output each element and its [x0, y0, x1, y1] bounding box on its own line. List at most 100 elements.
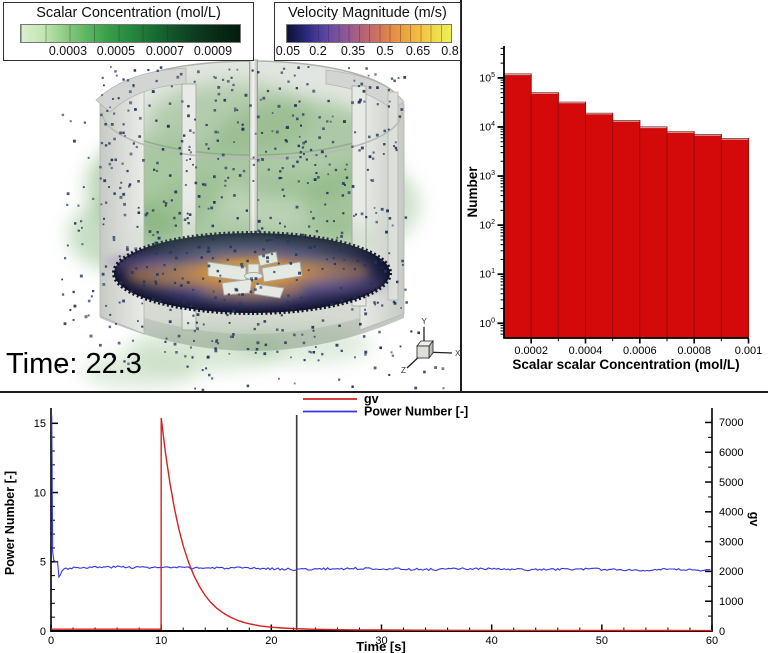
particle: [132, 142, 135, 145]
particle: [364, 353, 367, 356]
particle: [238, 174, 242, 177]
particle: [145, 266, 148, 269]
particle: [207, 147, 210, 150]
histogram-y-axis-title: Number: [465, 166, 480, 218]
particle: [393, 145, 395, 147]
particle: [372, 151, 375, 154]
histogram-bar: [666, 131, 695, 339]
particle: [185, 170, 188, 173]
particle: [246, 259, 249, 263]
particle: [318, 116, 321, 119]
particle: [375, 220, 378, 224]
particle: [156, 231, 159, 234]
particle: [126, 169, 129, 173]
particle: [173, 342, 177, 346]
particle: [360, 212, 364, 216]
particle: [312, 217, 315, 220]
particle: [331, 115, 334, 118]
particle: [359, 322, 362, 326]
particle: [224, 184, 227, 187]
particle: [291, 307, 294, 310]
right-y-tick-label: 4000: [719, 507, 743, 519]
particle: [334, 168, 338, 172]
particle: [284, 139, 287, 142]
particle: [359, 100, 362, 103]
velocity-colorbar-tick-label: 0.65: [405, 44, 431, 58]
timeseries-panel: 0 10 20 30 40 50 60 0 5 10 15 0 1000 2000 3000 4000 5000…: [0, 392, 768, 653]
particle: [345, 163, 348, 166]
particle: [121, 162, 124, 165]
x-tick-label: 60: [706, 635, 718, 647]
right-y-tick-label: 6000: [719, 447, 743, 459]
particle: [155, 79, 158, 83]
particle: [340, 235, 343, 238]
particle: [220, 196, 223, 199]
particle: [374, 303, 377, 306]
particle: [401, 259, 404, 263]
particle: [373, 301, 376, 304]
particle: [201, 369, 204, 371]
scalar-concentration-colorbar: Scalar Concentration (mol/L) 0.0003 0.000…: [3, 2, 254, 61]
x-tick-label: 20: [265, 635, 277, 647]
particle: [240, 265, 244, 269]
particle: [189, 151, 192, 154]
panel-divider-horizontal: [0, 391, 768, 393]
particle: [106, 109, 109, 112]
particle: [367, 74, 370, 77]
timeseries-axes: 0 10 20 30 40 50 60051015010002000300040005000…: [34, 408, 743, 647]
particle: [254, 288, 257, 291]
particle: [215, 340, 218, 343]
particle: [364, 350, 368, 354]
particle: [307, 269, 310, 272]
particle: [194, 387, 196, 390]
particle: [227, 176, 230, 179]
particle: [162, 200, 166, 203]
particle: [393, 302, 397, 305]
particle: [281, 188, 284, 191]
particle: [358, 149, 361, 152]
particle: [282, 67, 286, 70]
particle: [108, 325, 112, 329]
particle: [132, 85, 135, 88]
particle: [80, 220, 83, 223]
tank-rim-edge: [101, 111, 403, 160]
particle: [128, 185, 131, 188]
particle: [110, 123, 114, 126]
histogram-x-tick-label: 0.0006: [623, 345, 657, 357]
particle: [332, 257, 335, 260]
particle: [217, 86, 221, 89]
particle: [280, 71, 284, 74]
particle: [169, 308, 172, 311]
particle: [368, 135, 371, 139]
particle: [197, 245, 201, 249]
particle: [172, 245, 175, 248]
particle: [302, 141, 306, 145]
particle: [217, 157, 220, 160]
particle: [201, 183, 204, 186]
particle: [135, 267, 138, 270]
particle: [400, 307, 402, 309]
particle: [383, 143, 386, 146]
particle: [181, 100, 184, 103]
particle: [193, 329, 196, 333]
stirred-tank-3d-viewport[interactable]: Y X Z: [0, 0, 461, 393]
particle: [187, 222, 190, 225]
particle: [341, 194, 345, 197]
particle: [123, 202, 126, 206]
particle: [322, 127, 325, 130]
particle: [312, 89, 316, 93]
particle: [221, 153, 225, 157]
x-tick-label: 0: [48, 635, 54, 647]
particle: [374, 260, 377, 264]
particle: [159, 66, 163, 69]
particle: [144, 213, 148, 217]
gv-series-line: [51, 417, 713, 632]
particle: [300, 296, 303, 299]
particle: [216, 269, 219, 273]
particle: [271, 112, 274, 114]
particle: [152, 234, 155, 237]
particle: [148, 230, 152, 233]
particle: [299, 156, 302, 159]
particle: [211, 377, 214, 380]
particle: [190, 304, 193, 307]
